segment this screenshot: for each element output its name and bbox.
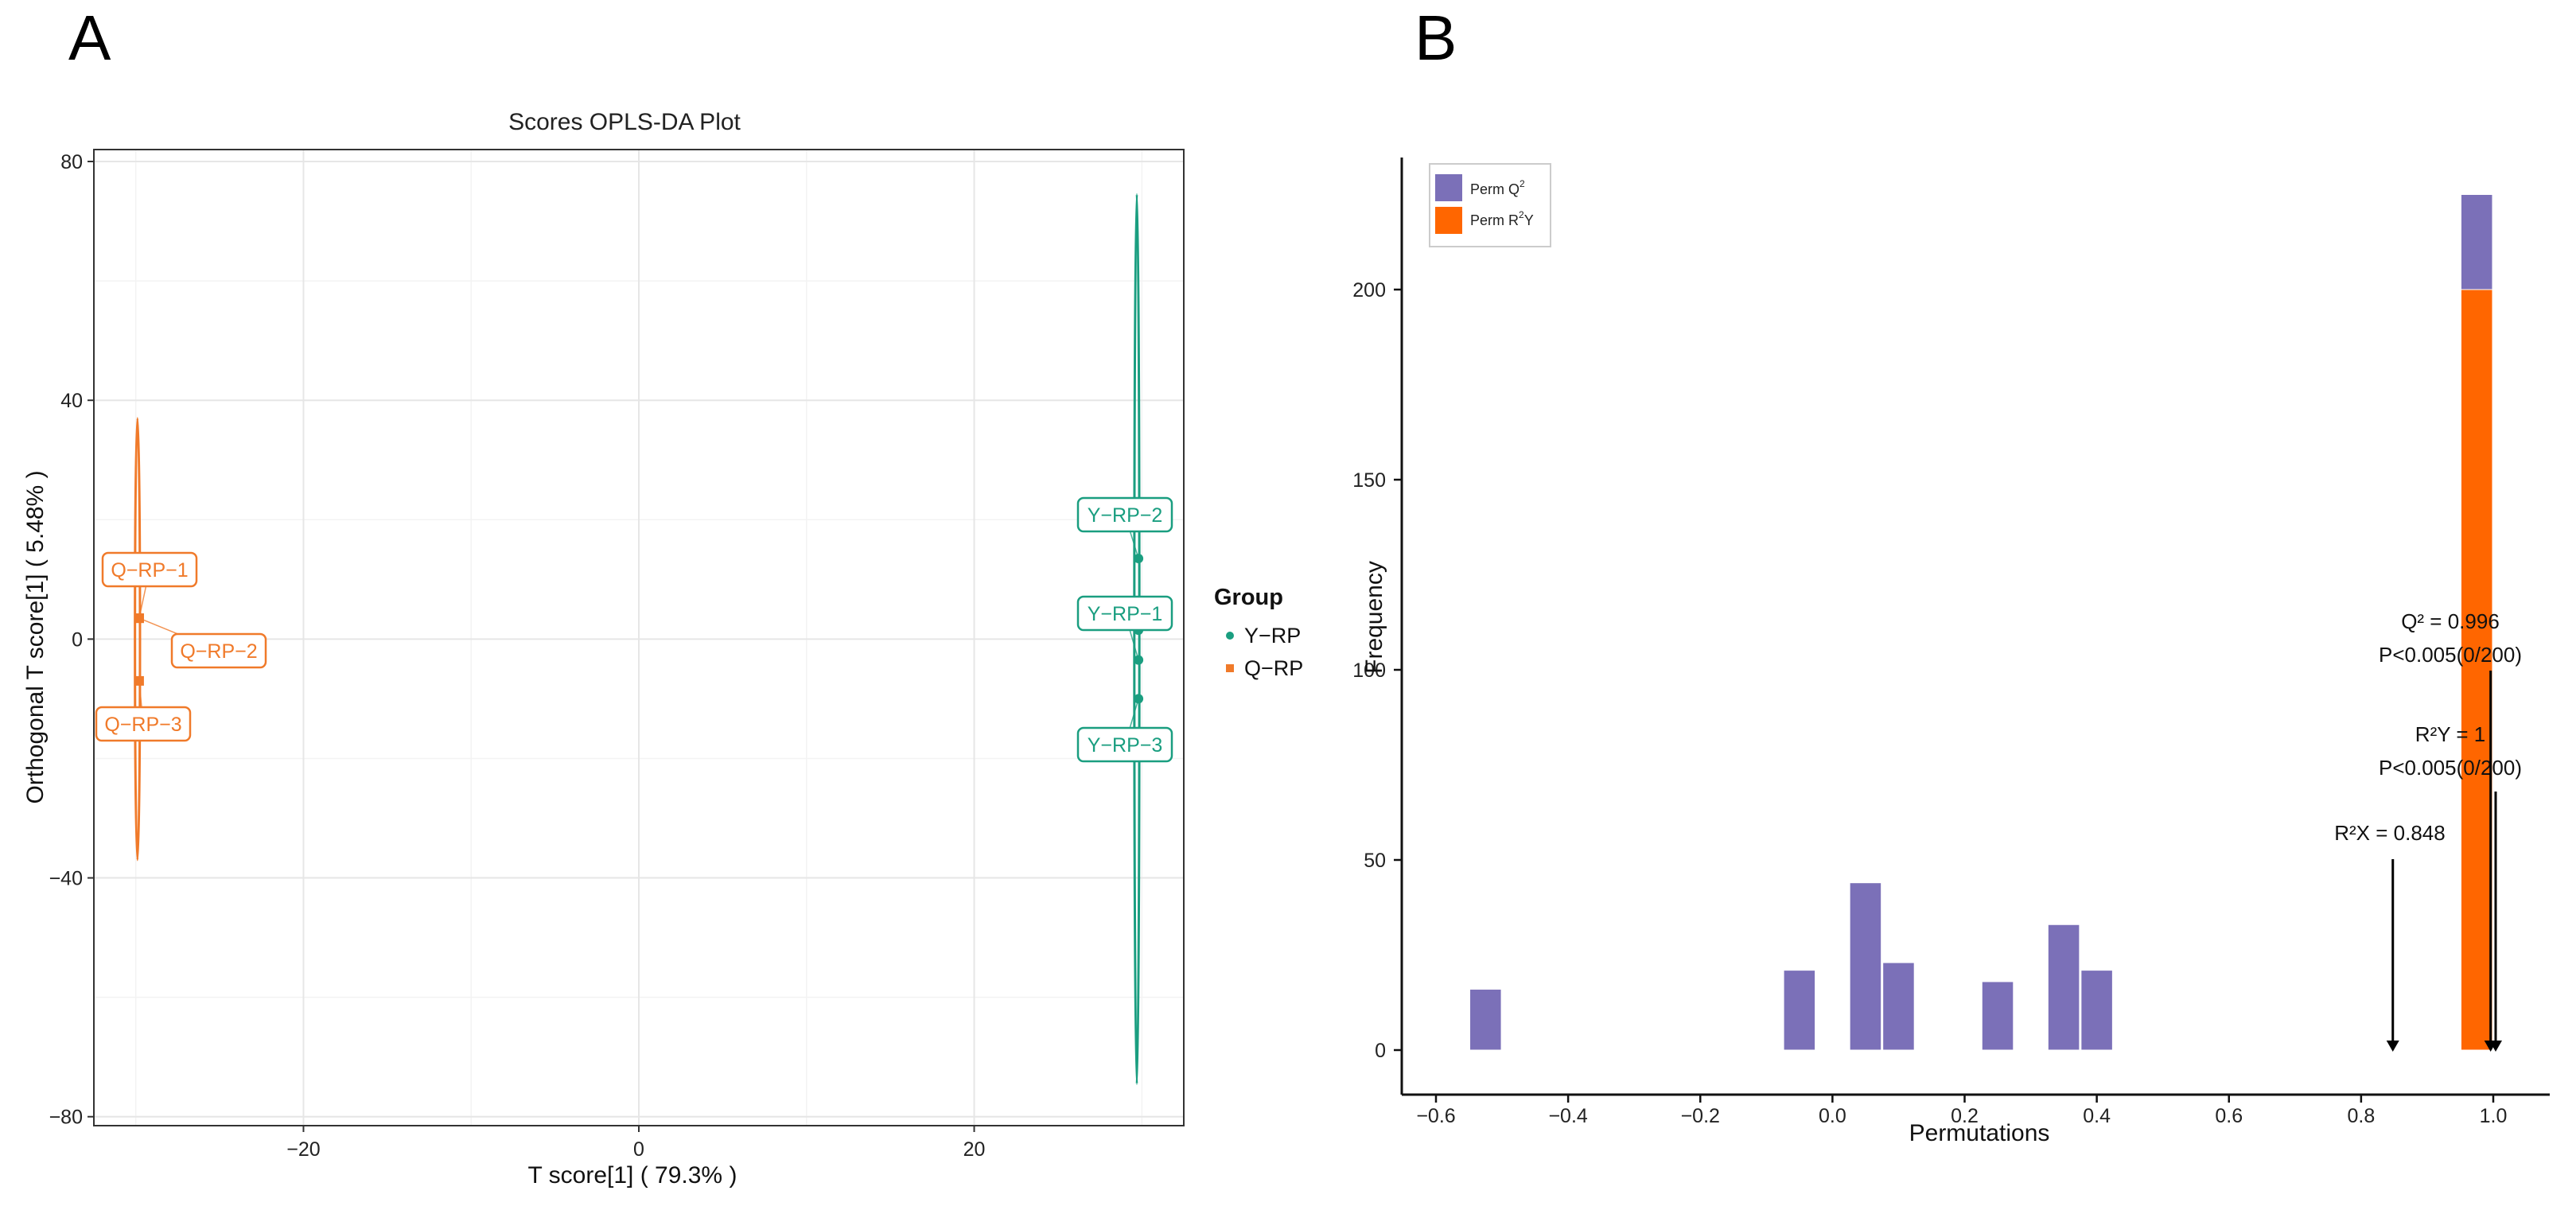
bar-perm-q2 bbox=[1469, 989, 1502, 1051]
point-y-rp-2 bbox=[1134, 554, 1144, 564]
x-tick-label-1-0: 1.0 bbox=[2480, 1105, 2508, 1127]
y-tick-label-0: 0 bbox=[1375, 1040, 1386, 1062]
x-tick-label-0-6: 0.6 bbox=[2215, 1105, 2243, 1127]
x-tick-label-0-6: −0.6 bbox=[1416, 1105, 1455, 1127]
ellipse-y-rp bbox=[1133, 193, 1141, 1085]
y-tick-label-40: 40 bbox=[60, 390, 83, 412]
panel-a-ellipses bbox=[134, 193, 1141, 1085]
x-tick-label-0-4: −0.4 bbox=[1548, 1105, 1587, 1127]
panel-b-bars bbox=[1469, 194, 2493, 1051]
panel-a-letter: A bbox=[68, 2, 111, 73]
label-text-y-rp-1: Y−RP−1 bbox=[1088, 603, 1163, 625]
x-tick-label-0-2: 0.2 bbox=[1951, 1105, 1979, 1127]
y-tick-label-200: 200 bbox=[1352, 279, 1386, 302]
x-tick-label-0-8: 0.8 bbox=[2347, 1105, 2375, 1127]
legend-swatch-perm-r2y bbox=[1435, 207, 1462, 234]
annotation-r2x-line-0: R²X = 0.848 bbox=[2334, 821, 2445, 845]
x-tick-label-0-0: 0.0 bbox=[1819, 1105, 1846, 1127]
ellipse-q-rp bbox=[134, 417, 142, 862]
annotation-r2y-line-1: P<0.005(0/200) bbox=[2379, 756, 2522, 780]
label-box-y-rp-1 bbox=[1076, 595, 1173, 632]
panel-b-xlabel: Permutations bbox=[1909, 1120, 2050, 1146]
annotation-q2-line-1: P<0.005(0/200) bbox=[2379, 643, 2522, 667]
panel-b-legend: Perm Q2 Perm R2Y bbox=[1429, 163, 1551, 247]
legend-label-y-rp: Y−RP bbox=[1244, 624, 1301, 648]
panel-b-letter: B bbox=[1414, 2, 1457, 73]
y-tick-label-50: 50 bbox=[1364, 850, 1386, 872]
label-text-y-rp-2: Y−RP−2 bbox=[1088, 504, 1163, 527]
annotation-r2y-line-0: R²Y = 1 bbox=[2415, 722, 2485, 746]
point-q-rp-3 bbox=[134, 675, 144, 686]
panel-b-ticks: −0.6 −0.4 −0.2 0.0 0.2 0.4 0.6 0.8 1.0 0 50 100 150 2… bbox=[1352, 279, 2507, 1127]
point-q-rp-2 bbox=[134, 613, 144, 624]
y-tick-label-0: 0 bbox=[72, 628, 83, 651]
x-tick-label-0-2: −0.2 bbox=[1681, 1105, 1720, 1127]
label-box-y-rp-3 bbox=[1076, 726, 1173, 763]
panel-a-title: Scores OPLS-DA Plot bbox=[508, 109, 741, 135]
legend-marker-q-rp bbox=[1226, 664, 1234, 672]
y-tick-label-80: −80 bbox=[49, 1107, 83, 1129]
legend-swatch-perm-q2 bbox=[1435, 174, 1462, 201]
panel-b-ylabel: Frequency bbox=[1361, 561, 1387, 674]
annotation-q2-line-0: Q² = 0.996 bbox=[2401, 609, 2500, 633]
panel-a-legend-title: Group bbox=[1214, 585, 1283, 610]
legend-label-q-rp: Q−RP bbox=[1244, 656, 1303, 680]
panel-a: A Scores OPLS-DA Plot Y−RP−2 Y−RP−1 Y−RP−3… bbox=[22, 2, 1303, 1188]
label-box-q-rp-3 bbox=[95, 706, 192, 742]
panel-a-ylabel: Orthogonal T score[1] ( 5.48% ) bbox=[22, 470, 49, 803]
bar-perm-r2y bbox=[2460, 289, 2493, 1051]
arrow-head-q2 bbox=[2484, 1041, 2497, 1052]
panel-a-point-labels: Y−RP−2 Y−RP−1 Y−RP−3 Q−RP−1 Q−RP−2 Q−RP−3 bbox=[95, 496, 1173, 763]
label-text-q-rp-2: Q−RP−2 bbox=[180, 640, 257, 663]
bar-perm-q2 bbox=[1849, 882, 1882, 1051]
point-y-rp-3 bbox=[1134, 694, 1144, 704]
legend-label-perm-q2: Perm Q2 bbox=[1470, 178, 1525, 197]
x-tick-label-20: −20 bbox=[286, 1138, 320, 1161]
panel-a-xlabel: T score[1] ( 79.3% ) bbox=[528, 1162, 737, 1188]
label-box-q-rp-1 bbox=[101, 551, 198, 588]
y-tick-label-100: 100 bbox=[1352, 659, 1386, 682]
y-tick-label-40: −40 bbox=[49, 868, 83, 890]
bar-perm-q2 bbox=[2080, 970, 2113, 1051]
legend-label-perm-r2y: Perm R2Y bbox=[1470, 209, 1534, 228]
arrow-head-r2x bbox=[2386, 1041, 2399, 1052]
panel-a-legend: Group Y−RP Q−RP bbox=[1214, 585, 1303, 680]
panel-a-grid bbox=[94, 150, 1184, 1126]
label-box-q-rp-2 bbox=[170, 632, 267, 669]
x-tick-label-0-4: 0.4 bbox=[2083, 1105, 2111, 1127]
label-text-q-rp-3: Q−RP−3 bbox=[104, 714, 181, 736]
y-tick-label-150: 150 bbox=[1352, 469, 1386, 492]
x-tick-label-0: 0 bbox=[633, 1138, 644, 1161]
label-text-y-rp-3: Y−RP−3 bbox=[1088, 734, 1163, 757]
panel-b: B −0.6 −0.4 −0.2 0.0 0.2 0.4 0.6 0.8 1.0 0 50 100 15… bbox=[1352, 2, 2550, 1146]
panel-a-ticks: −20 0 20 80 40 0 −40 −80 bbox=[49, 151, 986, 1161]
panel-b-annotations: R²X = 0.848 R²Y = 1 P<0.005(0/200) Q² = 0.9… bbox=[2334, 609, 2522, 1052]
bar-perm-q2 bbox=[1882, 962, 1915, 1051]
legend-marker-y-rp bbox=[1226, 632, 1234, 640]
x-tick-label-20: 20 bbox=[963, 1138, 986, 1161]
y-tick-label-80: 80 bbox=[60, 151, 83, 173]
bar-perm-q2 bbox=[2047, 924, 2080, 1051]
bar-perm-q2 bbox=[1783, 970, 1816, 1051]
label-text-q-rp-1: Q−RP−1 bbox=[111, 559, 188, 582]
label-box-y-rp-2 bbox=[1076, 496, 1173, 533]
point-y-rp-1 bbox=[1134, 655, 1144, 665]
bar-perm-q2 bbox=[1981, 981, 2014, 1051]
